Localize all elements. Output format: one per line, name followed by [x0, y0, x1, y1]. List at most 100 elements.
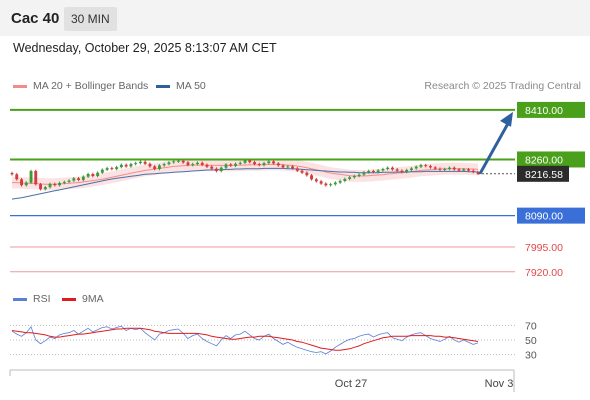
- candle-body: [405, 170, 409, 172]
- candle-body: [229, 164, 233, 166]
- x-tick-label: Nov 3: [485, 378, 514, 390]
- candle-body: [281, 165, 285, 168]
- candle-body: [276, 163, 280, 166]
- candle-body: [286, 166, 290, 168]
- candle-body: [324, 183, 328, 186]
- candle-body: [424, 165, 428, 167]
- rsi-legend-label: RSI: [33, 293, 51, 305]
- candle-body: [129, 164, 133, 167]
- candle-body: [167, 162, 171, 165]
- candle-body: [181, 160, 185, 163]
- candle-body: [310, 175, 313, 180]
- legend-ma20: MA 20 + Bollinger Bands: [13, 80, 148, 92]
- candle-body: [191, 164, 195, 166]
- candle-body: [100, 169, 104, 173]
- candle-body: [372, 171, 375, 172]
- 9ma-legend-label: 9MA: [82, 293, 104, 305]
- candle-body: [153, 166, 157, 169]
- candle-body: [119, 164, 123, 168]
- candle-body: [10, 173, 14, 175]
- candle-body: [462, 169, 466, 171]
- candle-body: [58, 182, 61, 186]
- candle-body: [476, 172, 480, 174]
- resistance-tag-0: [517, 101, 585, 118]
- candle-body: [471, 170, 475, 172]
- support2-label-4: 7995.00: [525, 242, 563, 254]
- candle-body: [124, 164, 128, 167]
- candle-body: [81, 176, 85, 180]
- support-tag-3: [517, 207, 585, 224]
- candle-body: [143, 161, 147, 164]
- candle-body: [186, 162, 190, 165]
- legend-rsi: RSI: [13, 293, 51, 305]
- candle-body: [205, 164, 209, 167]
- candle-body: [158, 165, 161, 169]
- candle-body: [448, 167, 451, 169]
- candle-body: [48, 183, 52, 188]
- resistance-label-1: 8260.00: [525, 154, 563, 166]
- candle-body: [419, 165, 423, 167]
- candle-body: [400, 170, 404, 172]
- candle-body: [414, 166, 418, 169]
- candle-body: [210, 166, 214, 169]
- timeframe-button[interactable]: 30 MIN: [64, 7, 117, 31]
- candle-body: [200, 162, 204, 165]
- candle-body: [457, 169, 461, 171]
- candle-body: [386, 167, 390, 169]
- candle-body: [96, 172, 100, 176]
- candle-body: [300, 170, 304, 173]
- current-price-tag: [517, 165, 569, 182]
- ma50-swatch: [156, 84, 170, 88]
- candle-body: [314, 179, 318, 182]
- candle-body: [148, 163, 152, 167]
- candle-body: [438, 168, 442, 170]
- candle-body: [177, 160, 180, 162]
- rsi-tick-30: 30: [525, 350, 537, 362]
- candle-body: [357, 174, 361, 176]
- candle-body: [139, 161, 142, 164]
- candle-body: [234, 163, 237, 166]
- candle-body: [305, 172, 309, 176]
- candle-body: [53, 183, 57, 186]
- rsi-tick-70: 70: [525, 320, 537, 332]
- candle-body: [381, 169, 385, 171]
- candle-body: [319, 181, 323, 184]
- candle-body: [243, 160, 247, 163]
- candle-body: [115, 167, 119, 170]
- rsi-line: [11, 325, 479, 355]
- candle-body: [224, 164, 228, 168]
- candle-body: [67, 180, 71, 182]
- candle-body: [267, 161, 271, 164]
- candle-body: [338, 180, 342, 183]
- support2-label-5: 7920.00: [525, 267, 563, 279]
- candle-body: [443, 169, 447, 170]
- rsi-tick-50: 50: [525, 335, 537, 347]
- candle-body: [62, 181, 66, 183]
- candle-body: [91, 174, 95, 176]
- ma50-line: [11, 167, 479, 200]
- candle-body: [134, 163, 138, 165]
- candle-body: [105, 168, 109, 170]
- forecast-arrow-line: [478, 119, 512, 175]
- candle-body: [352, 176, 356, 178]
- candle-body: [395, 169, 399, 171]
- candle-body: [333, 182, 337, 185]
- forecast-arrow-head: [500, 111, 513, 127]
- candle-body: [467, 169, 470, 171]
- ma20-swatch: [13, 84, 27, 88]
- candle-body: [215, 168, 218, 171]
- timestamp: Wednesday, October 29, 2025 8:13:07 AM C…: [13, 41, 277, 55]
- candle-body: [257, 164, 261, 166]
- current-price-label: 8216.58: [525, 169, 563, 181]
- ma50-legend-label: MA 50: [176, 80, 206, 92]
- credit-text: Research © 2025 Trading Central: [424, 80, 581, 92]
- candle-body: [391, 167, 394, 170]
- candle-body: [86, 174, 90, 177]
- resistance-label-0: 8410.00: [525, 105, 563, 117]
- support-label-3: 8090.00: [525, 211, 563, 223]
- candle-body: [410, 168, 413, 171]
- instrument-title: Cac 40: [11, 10, 60, 27]
- ma9-line: [11, 327, 479, 351]
- candle-body: [253, 162, 256, 165]
